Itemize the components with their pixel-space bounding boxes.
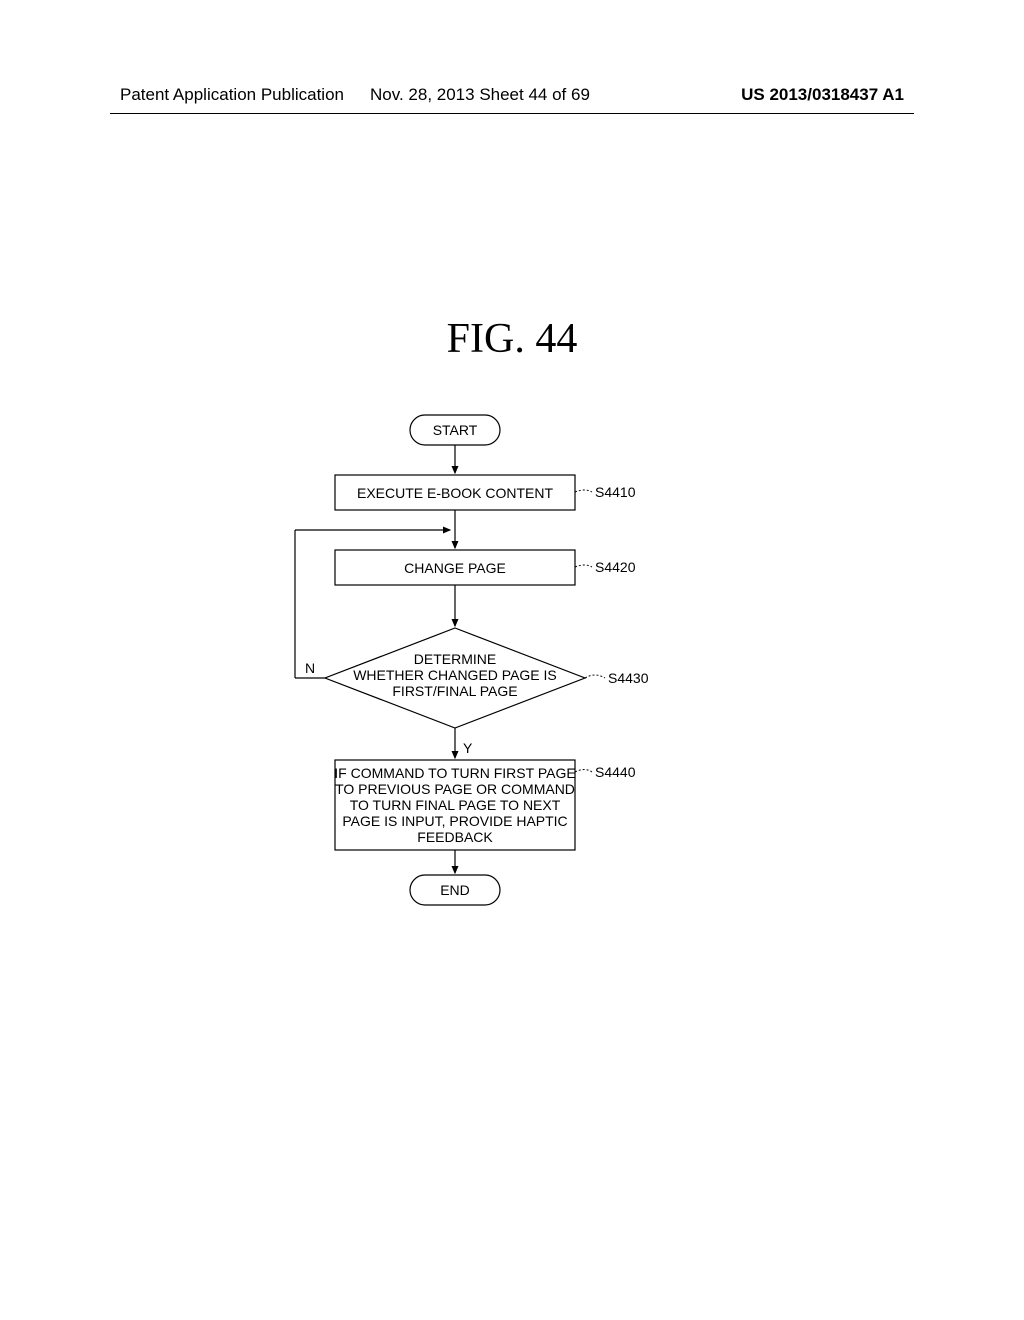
no-label: N [305, 660, 315, 676]
s4430-line1: DETERMINE [414, 651, 496, 667]
s4440-line5: FEEDBACK [417, 829, 493, 845]
node-end: END [410, 875, 500, 905]
s4440-line3: TO TURN FINAL PAGE TO NEXT [350, 797, 561, 813]
s4430-line2: WHETHER CHANGED PAGE IS [353, 667, 557, 683]
end-label: END [440, 882, 470, 898]
node-s4410: EXECUTE E-BOOK CONTENT [335, 475, 575, 510]
s4410-label: EXECUTE E-BOOK CONTENT [357, 485, 553, 501]
header-right: US 2013/0318437 A1 [741, 85, 904, 105]
ref-leader [575, 565, 592, 567]
flowchart: START EXECUTE E-BOOK CONTENT S4410 CHANG… [260, 410, 780, 950]
s4440-line2: TO PREVIOUS PAGE OR COMMAND [335, 781, 575, 797]
s4440-line1: IF COMMAND TO TURN FIRST PAGE [334, 765, 575, 781]
node-start: START [410, 415, 500, 445]
figure-title: FIG. 44 [0, 315, 1024, 363]
s4410-ref: S4410 [595, 484, 636, 500]
ref-leader [575, 490, 592, 492]
node-s4420: CHANGE PAGE [335, 550, 575, 585]
node-s4440: IF COMMAND TO TURN FIRST PAGE TO PREVIOU… [334, 760, 575, 850]
ref-leader [585, 675, 605, 678]
node-s4430: DETERMINE WHETHER CHANGED PAGE IS FIRST/… [325, 628, 585, 728]
header-rule [110, 113, 914, 114]
ref-leader [575, 770, 592, 773]
s4420-ref: S4420 [595, 559, 636, 575]
s4430-ref: S4430 [608, 670, 649, 686]
yes-label: Y [463, 740, 473, 756]
s4440-line4: PAGE IS INPUT, PROVIDE HAPTIC [342, 813, 567, 829]
s4440-ref: S4440 [595, 764, 636, 780]
s4420-label: CHANGE PAGE [404, 560, 506, 576]
header-left: Patent Application Publication [120, 85, 344, 105]
start-label: START [433, 422, 478, 438]
header-center: Nov. 28, 2013 Sheet 44 of 69 [370, 85, 590, 105]
s4430-line3: FIRST/FINAL PAGE [392, 683, 517, 699]
